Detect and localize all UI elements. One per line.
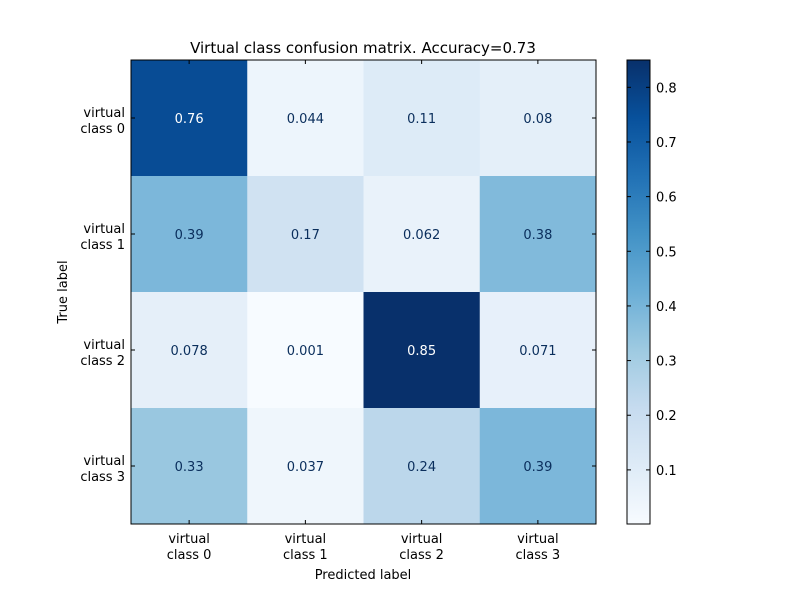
heatmap-cell — [479, 176, 597, 293]
cell-value-label: 0.037 — [287, 460, 324, 475]
heatmap-cell — [363, 60, 481, 177]
x-tick-label: class 1 — [283, 548, 328, 563]
x-tick-label: virtual — [517, 532, 559, 547]
heatmap-cell — [479, 60, 597, 177]
cell-value-label: 0.071 — [519, 344, 556, 359]
cell-value-label: 0.39 — [523, 460, 552, 475]
x-tick-label: virtual — [285, 532, 327, 547]
colorbar-ticks: 0.1 0.2 0.3 0.4 0.5 0.6 0.7 0.8 — [627, 81, 677, 479]
cell-value-label: 0.001 — [287, 344, 324, 359]
cell-value-label: 0.76 — [175, 112, 204, 127]
x-tick-label: class 0 — [167, 548, 212, 563]
cell-value-label: 0.24 — [407, 460, 436, 475]
heatmap-cell — [247, 292, 364, 409]
heatmap-cell — [131, 408, 248, 525]
colorbar-tick-label: 0.2 — [656, 409, 677, 424]
colorbar — [626, 59, 651, 525]
x-tick-label: virtual — [168, 532, 210, 547]
heatmap-cells — [131, 60, 597, 525]
heatmap-cell — [247, 176, 364, 293]
y-tick-label: class 0 — [80, 122, 125, 137]
y-tick-label: virtual — [83, 106, 125, 121]
y-axis-label: True label — [56, 260, 71, 324]
cell-value-label: 0.38 — [523, 228, 552, 243]
heatmap-cell — [363, 292, 481, 409]
heatmap-cell — [479, 408, 597, 525]
y-tick-label: virtual — [83, 454, 125, 469]
cell-value-label: 0.044 — [287, 112, 324, 127]
colorbar-tick-label: 0.4 — [656, 300, 677, 315]
y-tick-label: virtual — [83, 222, 125, 237]
cell-value-label: 0.33 — [175, 460, 204, 475]
cell-value-label: 0.85 — [407, 344, 436, 359]
heatmap-cell — [479, 292, 597, 409]
x-axis-label: Predicted label — [315, 568, 412, 583]
colorbar-tick-label: 0.5 — [656, 245, 677, 260]
y-tick-label: class 3 — [80, 470, 125, 485]
y-tick-label: class 1 — [80, 238, 125, 253]
heatmap-cell — [131, 292, 248, 409]
colorbar-tick-label: 0.8 — [656, 81, 677, 96]
heatmap-cell — [247, 408, 364, 525]
x-tick-label: class 2 — [399, 548, 444, 563]
cell-value-labels: 0.76 0.044 0.11 0.08 0.39 0.17 0.062 0.38 0.078 0… — [171, 112, 557, 475]
axis-ticks — [131, 60, 596, 524]
cell-value-label: 0.11 — [407, 112, 436, 127]
heatmap-cell — [363, 408, 481, 525]
heatmap-cell — [131, 60, 248, 177]
plot-frame — [130, 59, 597, 525]
cell-value-label: 0.078 — [171, 344, 208, 359]
colorbar-tick-label: 0.6 — [656, 191, 677, 206]
colorbar-tick-label: 0.1 — [656, 464, 677, 479]
cell-value-label: 0.062 — [403, 228, 440, 243]
x-tick-label: class 3 — [516, 548, 561, 563]
cell-value-label: 0.17 — [291, 228, 320, 243]
y-tick-label: virtual — [83, 338, 125, 353]
x-tick-label: virtual — [401, 532, 443, 547]
heatmap-cell — [247, 60, 364, 177]
heatmap-cell — [131, 176, 248, 293]
colorbar-tick-label: 0.7 — [656, 136, 677, 151]
heatmap-cell — [363, 176, 481, 293]
chart-title: Virtual class confusion matrix. Accuracy… — [190, 39, 536, 57]
colorbar-tick-label: 0.3 — [656, 355, 677, 370]
cell-value-label: 0.39 — [175, 228, 204, 243]
y-tick-label: class 2 — [80, 354, 125, 369]
cell-value-label: 0.08 — [523, 112, 552, 127]
